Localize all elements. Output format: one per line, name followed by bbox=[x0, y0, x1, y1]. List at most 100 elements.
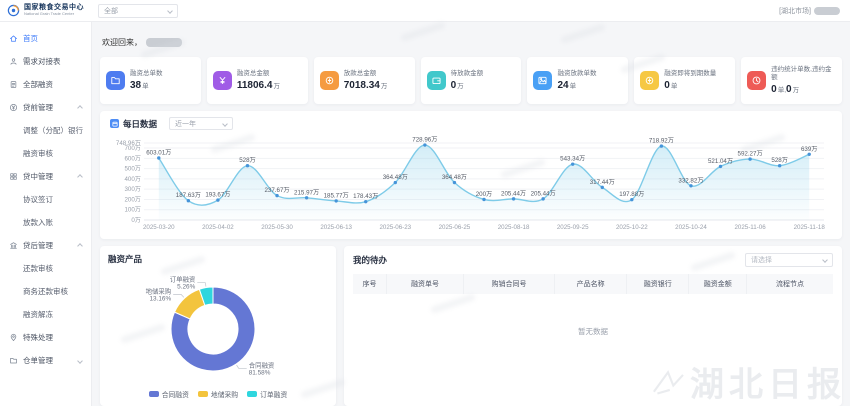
sidebar-item[interactable]: 调整（分配）银行 bbox=[0, 119, 91, 142]
stat-value: 11806.4万 bbox=[236, 80, 280, 92]
brand-subtitle: National Grain Trade Center bbox=[24, 11, 75, 17]
legend-item[interactable]: 地储采购 bbox=[197, 389, 238, 399]
svg-text:205.44万: 205.44万 bbox=[531, 191, 556, 198]
sidebar-item[interactable]: 特殊处理 bbox=[0, 326, 91, 349]
svg-text:718.92万: 718.92万 bbox=[649, 138, 674, 145]
svg-text:200万: 200万 bbox=[476, 191, 493, 198]
stat-value: 7018.34万 bbox=[343, 80, 388, 92]
sidebar-item[interactable]: 仓单管理 bbox=[0, 349, 91, 372]
svg-text:2025-08-18: 2025-08-18 bbox=[498, 224, 530, 231]
todo-filter-placeholder: 请选择 bbox=[751, 257, 772, 265]
welcome-bar: 欢迎回来， bbox=[102, 37, 842, 48]
svg-text:215.97万: 215.97万 bbox=[294, 190, 319, 197]
chevron-up-icon bbox=[77, 104, 83, 111]
chevron-down-icon bbox=[222, 120, 228, 127]
my-todos-title: 我的待办 bbox=[353, 255, 388, 266]
data-point bbox=[689, 184, 693, 188]
todo-table: 序号 融资单号 购销合同号 产品名称 融资银行 融资金额 流程节点 bbox=[353, 274, 833, 295]
scope-select-value: 全部 bbox=[104, 7, 118, 15]
doc-icon bbox=[10, 81, 17, 88]
financing-products-donut-chart: 合同融资 81.58% 地储采购 13.16% 订单融资 5.26% bbox=[108, 265, 328, 388]
brand-title: 国家粮食交易中心 bbox=[24, 4, 84, 12]
sidebar-item-label: 融资审核 bbox=[23, 149, 53, 158]
stat-value: 0单 bbox=[664, 80, 678, 92]
scope-select[interactable]: 全部 bbox=[98, 3, 178, 18]
svg-text:100万: 100万 bbox=[124, 207, 141, 214]
svg-text:5.26%: 5.26% bbox=[177, 284, 195, 291]
sidebar-item[interactable]: 还款审核 bbox=[0, 257, 91, 280]
stat-label: 融资总金额 bbox=[236, 70, 270, 78]
sidebar-item-label: 协议签订 bbox=[23, 195, 53, 204]
daily-data-header: 每日数据 近一年 bbox=[110, 117, 832, 131]
chevron-down-icon bbox=[822, 257, 828, 264]
svg-text:订单融资: 订单融资 bbox=[170, 275, 196, 284]
todo-column-header: 产品名称 bbox=[554, 274, 628, 295]
daily-data-title: 每日数据 bbox=[123, 118, 158, 129]
sidebar-item-label: 放款入账 bbox=[23, 218, 53, 227]
pie-slice bbox=[173, 288, 206, 320]
sidebar-item[interactable]: 融资审核 bbox=[0, 142, 91, 165]
svg-text:2025-10-22: 2025-10-22 bbox=[616, 224, 648, 231]
sidebar-item[interactable]: 贷中管理 bbox=[0, 165, 91, 188]
svg-text:2025-06-23: 2025-06-23 bbox=[379, 224, 411, 231]
svg-text:639万: 639万 bbox=[801, 146, 818, 153]
data-point bbox=[423, 143, 427, 148]
todo-column-header: 融资单号 bbox=[386, 274, 464, 295]
svg-text:2025-11-18: 2025-11-18 bbox=[794, 224, 826, 231]
chevron-up-icon bbox=[77, 173, 83, 180]
data-point bbox=[600, 185, 604, 190]
svg-text:528万: 528万 bbox=[771, 157, 788, 164]
legend-item[interactable]: 合同融资 bbox=[148, 389, 189, 399]
svg-text:728.96万: 728.96万 bbox=[412, 137, 437, 144]
sidebar-item[interactable]: 协议签订 bbox=[0, 188, 91, 211]
sidebar-item[interactable]: 商务还款审核 bbox=[0, 280, 91, 303]
svg-text:200万: 200万 bbox=[124, 197, 141, 204]
todo-column-header: 序号 bbox=[353, 274, 388, 295]
todo-column-header: 购销合同号 bbox=[463, 274, 556, 295]
svg-text:748.96万: 748.96万 bbox=[116, 140, 141, 147]
brand-logo: 国家粮食交易中心 National Grain Trade Center bbox=[0, 4, 92, 17]
grain-center-logo-icon bbox=[7, 4, 20, 17]
data-point bbox=[275, 194, 279, 198]
svg-text:500万: 500万 bbox=[124, 166, 141, 173]
welcome-text: 欢迎回来， bbox=[102, 38, 142, 47]
sidebar-item[interactable]: 需求对接表 bbox=[0, 50, 91, 73]
sidebar-item-label: 全部融资 bbox=[23, 80, 53, 89]
svg-text:197.88万: 197.88万 bbox=[619, 191, 644, 198]
my-todos-card: 我的待办 请选择 序号 融资单号 购销合同号 产品名称 融资银行 融资金额 流程节点 暂无数… bbox=[344, 246, 842, 406]
my-todos-header: 我的待办 请选择 bbox=[353, 253, 833, 268]
stat-label: 融资放款单数 bbox=[557, 70, 597, 78]
market-label: [湖北市场] bbox=[779, 7, 811, 15]
svg-text:2025-06-13: 2025-06-13 bbox=[320, 224, 352, 231]
svg-text:237.67万: 237.67万 bbox=[264, 187, 289, 194]
range-select[interactable]: 近一年 bbox=[169, 117, 234, 131]
todo-filter-select[interactable]: 请选择 bbox=[745, 253, 833, 268]
stat-card: 融资放款单数 24单 bbox=[527, 57, 629, 105]
svg-text:332.82万: 332.82万 bbox=[678, 178, 703, 185]
home-icon bbox=[10, 35, 17, 42]
svg-text:178.43万: 178.43万 bbox=[353, 193, 378, 200]
top-bar: 国家粮食交易中心 National Grain Trade Center 全部 … bbox=[0, 0, 850, 22]
sidebar-item[interactable]: 首页 bbox=[0, 27, 91, 50]
svg-text:185.77万: 185.77万 bbox=[324, 193, 349, 200]
data-point bbox=[364, 200, 368, 204]
svg-text:2025-09-25: 2025-09-25 bbox=[557, 224, 589, 231]
sidebar-item[interactable]: 贷前管理 bbox=[0, 96, 91, 119]
pie-slice bbox=[198, 286, 214, 307]
sidebar-item[interactable]: 贷后管理 bbox=[0, 234, 91, 257]
financing-products-card: 融资产品 合同融资 81.58% 地储采购 13.16% 订单融资 5.26% 合同融资地… bbox=[100, 246, 336, 406]
todo-table-header-row: 序号 融资单号 购销合同号 产品名称 融资银行 融资金额 流程节点 bbox=[353, 274, 833, 295]
legend-item[interactable]: 订单融资 bbox=[247, 389, 287, 399]
data-point bbox=[541, 197, 545, 201]
sidebar-item-label: 贷后管理 bbox=[23, 241, 53, 250]
svg-text:400万: 400万 bbox=[124, 176, 141, 183]
sidebar-item[interactable]: 放款入账 bbox=[0, 211, 91, 234]
image-icon bbox=[538, 77, 547, 85]
stat-value: 0万 bbox=[450, 80, 464, 92]
svg-text:300万: 300万 bbox=[124, 186, 141, 193]
sidebar-item[interactable]: 融资解冻 bbox=[0, 303, 91, 326]
stat-card: 放款总金额 7018.34万 bbox=[313, 57, 415, 105]
sidebar-item-label: 融资解冻 bbox=[23, 310, 53, 319]
sidebar-item[interactable]: 全部融资 bbox=[0, 73, 91, 96]
